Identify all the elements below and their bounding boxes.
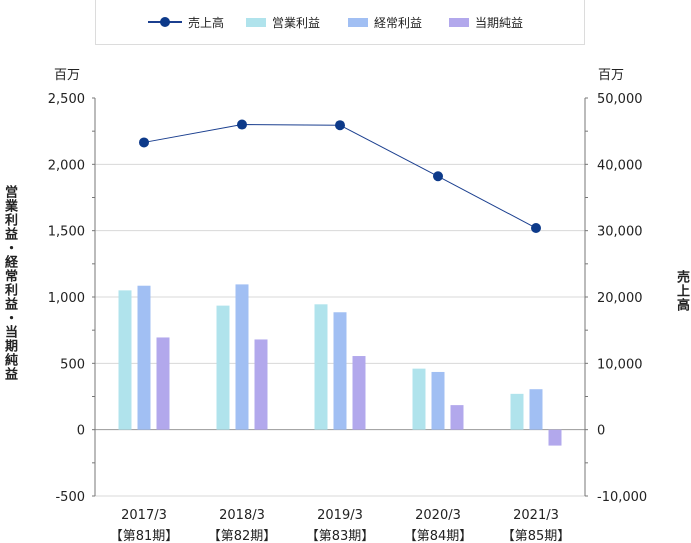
legend-swatch-ordinary-profit <box>348 17 368 27</box>
x-axis-tick-label: 2020/3 <box>415 508 461 523</box>
right-axis-tick-label: -10,000 <box>597 490 647 505</box>
legend-label-sales: 売上高 <box>188 15 225 30</box>
bar <box>450 405 464 430</box>
legend-item-net-income: 当期純益 <box>449 13 523 31</box>
right-axis-tick-label: 30,000 <box>597 225 643 240</box>
left-axis-tick-label: 2,500 <box>48 92 85 107</box>
legend-item-ordinary-profit: 経常利益 <box>348 13 422 31</box>
right-axis-tick-label: 10,000 <box>597 357 643 372</box>
bar <box>412 368 426 430</box>
bar <box>137 285 151 430</box>
x-axis-period-label: 【第81期】 <box>110 529 179 543</box>
x-axis-period-label: 【第84期】 <box>404 529 473 543</box>
x-axis-tick-label: 2018/3 <box>219 508 265 523</box>
line-point <box>531 223 541 234</box>
bar <box>548 429 562 446</box>
line-point <box>237 119 247 130</box>
bar <box>254 339 268 430</box>
bar <box>314 304 328 430</box>
left-axis-unit: 百万 <box>54 68 81 83</box>
legend-item-sales: 売上高 <box>148 13 224 31</box>
right-axis-tick-label: 20,000 <box>597 291 643 306</box>
bar <box>216 305 230 430</box>
legend-label-net-income: 当期純益 <box>475 15 524 30</box>
bar <box>352 356 366 430</box>
legend-line-marker-icon <box>148 16 182 28</box>
line-point <box>335 120 345 131</box>
bar <box>118 290 132 430</box>
left-axis-title: 営業利益・経常利益・当期純益 <box>2 185 17 381</box>
bar <box>333 312 347 430</box>
bar <box>156 337 170 430</box>
legend-swatch-net-income <box>449 17 469 27</box>
x-axis-period-label: 【第82期】 <box>208 529 277 543</box>
line-point <box>433 171 443 182</box>
left-axis-tick-label: 1,000 <box>48 291 85 306</box>
legend-item-operating-profit: 営業利益 <box>246 13 320 31</box>
right-axis-title: 売上高 <box>674 270 689 312</box>
x-axis-period-label: 【第83期】 <box>306 529 375 543</box>
series-line <box>143 124 537 229</box>
left-axis-tick-label: 1,500 <box>48 225 85 240</box>
bar <box>431 371 445 430</box>
x-axis-tick-label: 2017/3 <box>121 508 167 523</box>
bar <box>510 393 524 430</box>
right-axis-unit: 百万 <box>598 68 625 83</box>
legend-label-operating-profit: 営業利益 <box>272 15 321 30</box>
bar <box>529 389 543 430</box>
right-axis-tick-label: 50,000 <box>597 92 643 107</box>
left-axis-tick-label: 2,000 <box>48 158 85 173</box>
x-axis-tick-label: 2021/3 <box>513 508 559 523</box>
left-axis-tick-label: -500 <box>55 490 85 505</box>
x-axis-tick-label: 2019/3 <box>317 508 363 523</box>
legend-label-ordinary-profit: 経常利益 <box>374 15 423 30</box>
line-point <box>139 137 149 148</box>
left-axis-tick-label: 0 <box>77 424 85 439</box>
x-axis-period-label: 【第85期】 <box>502 529 571 543</box>
bar <box>235 284 249 430</box>
chart-legend: 売上高 営業利益 経常利益 当期純益 <box>95 0 585 45</box>
legend-swatch-operating-profit <box>246 17 266 27</box>
left-axis-tick-label: 500 <box>60 357 85 372</box>
right-axis-tick-label: 0 <box>597 424 605 439</box>
right-axis-tick-label: 40,000 <box>597 158 643 173</box>
